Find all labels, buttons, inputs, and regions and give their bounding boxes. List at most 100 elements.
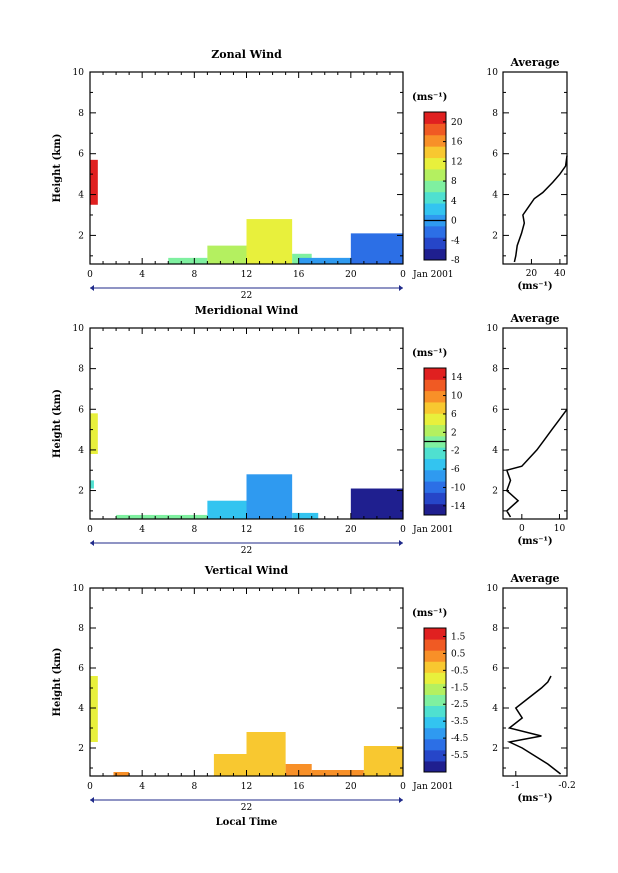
average-y-tick-label: 10: [487, 324, 499, 334]
y-axis-label: Height (km): [52, 648, 63, 717]
day-bar-arrow-left: [90, 797, 94, 803]
colorbar-segment: [424, 424, 446, 437]
colorbar-segment: [424, 639, 446, 651]
day-label: 22: [241, 546, 252, 556]
colorbar-segment: [424, 727, 446, 740]
y-tick-label: 4: [78, 446, 84, 456]
average-x-tick-label: 0: [519, 524, 525, 534]
average-frame: [502, 587, 568, 777]
panel-title: Zonal Wind: [211, 48, 282, 61]
average-unit: (ms⁻¹): [517, 536, 552, 547]
colorbar-segment: [424, 672, 446, 684]
day-label: 22: [241, 803, 252, 813]
x-tick-label: 4: [139, 270, 145, 280]
average-x-tick-label: -0.2: [558, 781, 575, 791]
y-axis-label: Height (km): [52, 134, 63, 203]
average-profile-line: [513, 155, 568, 263]
day-label: 22: [241, 291, 252, 301]
x-tick-label: 0: [87, 270, 93, 280]
colorbar-tick-label: 4: [451, 197, 457, 207]
y-tick-label: 2: [78, 231, 84, 241]
heatmap-cell: [246, 219, 293, 264]
colorbar-tick-label: 6: [451, 410, 457, 420]
colorbar-tick-label: 0: [451, 217, 457, 227]
colorbar-segment: [424, 458, 446, 471]
average-unit: (ms⁻¹): [517, 281, 552, 292]
x-tick-label: 20: [345, 270, 357, 280]
y-tick-label: 2: [78, 744, 84, 754]
colorbar-segment: [424, 225, 446, 238]
panel-title: Vertical Wind: [204, 564, 289, 577]
colorbar-segment: [424, 694, 446, 707]
colorbar-segment: [424, 248, 446, 261]
colorbar-tick-label: -4: [451, 236, 460, 246]
x-tick-label: 20: [345, 525, 357, 535]
colorbar-segment: [424, 203, 446, 215]
y-tick-label: 10: [73, 324, 85, 334]
average-y-tick-label: 10: [487, 584, 499, 594]
colorbar-segment: [424, 492, 446, 505]
heatmap-cell: [292, 512, 319, 519]
colorbar-tick-label: -5.5: [451, 751, 469, 761]
average-title: Average: [509, 56, 559, 69]
y-tick-label: 2: [78, 487, 84, 497]
colorbar-segment: [424, 469, 446, 482]
average-frame: [502, 327, 568, 520]
colorbar-tick-label: 1.5: [451, 632, 466, 642]
average-y-tick-label: 10: [487, 68, 499, 78]
average-y-tick-label: 6: [492, 664, 498, 674]
average-unit: (ms⁻¹): [517, 793, 552, 804]
heatmap-cell: [213, 754, 247, 776]
average-y-tick-label: 6: [492, 150, 498, 160]
average-y-tick-label: 8: [492, 365, 498, 375]
day-bar-arrow-left: [90, 285, 94, 291]
colorbar-segment: [424, 180, 446, 193]
colorbar-unit: (ms⁻¹): [412, 92, 447, 103]
heatmap-cell: [207, 245, 247, 264]
colorbar-segment: [424, 661, 446, 673]
colorbar-segment: [424, 413, 446, 426]
colorbar-segment: [424, 379, 446, 392]
colorbar-segment: [424, 168, 446, 181]
y-tick-label: 6: [78, 150, 84, 160]
colorbar-tick-label: -0.5: [451, 666, 469, 676]
average-profile-line: [506, 675, 562, 775]
average-y-tick-label: 2: [492, 744, 498, 754]
x-tick-label: 20: [345, 782, 357, 792]
average-y-tick-label: 8: [492, 109, 498, 119]
average-y-tick-label: 6: [492, 405, 498, 415]
average-x-tick-label: 10: [554, 524, 566, 534]
y-tick-label: 4: [78, 191, 84, 201]
x-tick-label: 0: [87, 782, 93, 792]
date-label: Jan 2001: [412, 782, 454, 792]
x-tick-label: 16: [293, 525, 305, 535]
heatmap-cell: [116, 514, 208, 519]
colorbar-unit: (ms⁻¹): [412, 348, 447, 359]
colorbar-tick-label: -4.5: [451, 734, 469, 744]
y-tick-label: 6: [78, 405, 84, 415]
heatmap-cell: [168, 257, 208, 264]
colorbar-unit: (ms⁻¹): [412, 608, 447, 619]
date-label: Jan 2001: [412, 525, 454, 535]
y-tick-label: 8: [78, 624, 84, 634]
average-profile-line: [505, 408, 568, 518]
date-label: Jan 2001: [412, 270, 454, 280]
colorbar-segment: [424, 123, 446, 136]
colorbar-tick-label: 8: [451, 177, 457, 187]
colorbar-tick-label: 12: [451, 157, 462, 167]
y-axis-label: Height (km): [52, 389, 63, 458]
colorbar-segment: [424, 146, 446, 159]
heatmap-cell: [246, 474, 293, 519]
x-tick-label: 16: [293, 782, 305, 792]
colorbar-segment: [424, 401, 446, 414]
y-tick-label: 6: [78, 664, 84, 674]
colorbar-tick-label: 10: [451, 392, 463, 402]
colorbar-tick-label: 20: [451, 118, 463, 128]
average-y-tick-label: 4: [492, 191, 498, 201]
colorbar-segment: [424, 760, 446, 773]
colorbar-tick-label: 0.5: [451, 649, 466, 659]
colorbar-segment: [424, 716, 446, 729]
colorbar-tick-label: 14: [451, 373, 463, 383]
average-x-tick-label: -1: [511, 781, 520, 791]
